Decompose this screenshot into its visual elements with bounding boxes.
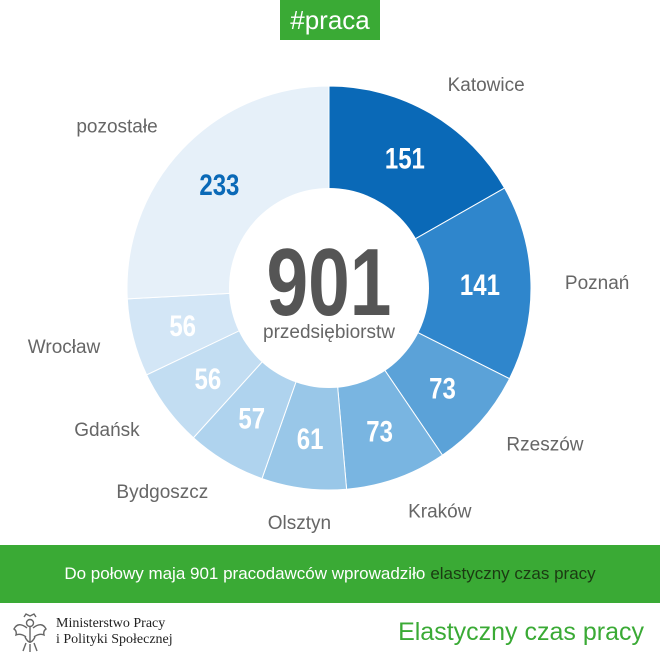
ministry-line-1: Ministerstwo Pracy (56, 616, 166, 631)
category-label-poznan: Poznań (565, 273, 629, 294)
slice-poznan (327, 187, 532, 380)
category-label-olsztyn: Olsztyn (268, 513, 331, 534)
value-label-poznan: 141 (460, 267, 500, 301)
donut-chart: 151 Katowice 141 Poznań 73 Rzeszów 73 Kraków 61 O… (28, 75, 630, 534)
info-banner: Do połowy maja 901 pracodawców wprowadzi… (0, 545, 660, 603)
category-label-krakow: Kraków (408, 501, 472, 522)
category-label-pozostale: pozostałe (76, 117, 157, 138)
eagle-emblem-icon (13, 613, 47, 652)
banner-text: Do połowy maja 901 pracodawców wprowadzi… (64, 564, 426, 583)
value-label-rzeszow: 73 (429, 371, 456, 405)
category-label-katowice: Katowice (448, 75, 525, 96)
value-label-bydgoszcz: 57 (238, 401, 265, 435)
category-label-gdansk: Gdańsk (74, 420, 140, 441)
category-label-bydgoszcz: Bydgoszcz (116, 482, 208, 503)
center-total: 901 (267, 229, 392, 336)
center-label: przedsiębiorstw (263, 322, 395, 343)
topic-title: Elastyczny czas pracy (398, 618, 644, 646)
value-label-wroclaw: 56 (169, 309, 196, 343)
category-label-wroclaw: Wrocław (28, 337, 101, 358)
footer: Ministerstwo Pracy i Polityki Społecznej… (0, 603, 660, 660)
value-label-katowice: 151 (385, 141, 425, 175)
hashtag-badge: #praca (280, 0, 380, 40)
ministry-name: Ministerstwo Pracy i Polityki Społecznej (56, 616, 173, 648)
value-label-olsztyn: 61 (297, 421, 324, 455)
category-label-rzeszow: Rzeszów (506, 435, 583, 456)
value-label-gdansk: 56 (195, 362, 222, 396)
value-label-pozostale: 233 (199, 168, 239, 202)
ministry-line-2: i Polityki Społecznej (56, 632, 173, 647)
banner-highlight: elastyczny czas pracy (430, 564, 596, 583)
donut-hole (229, 188, 429, 388)
value-label-krakow: 73 (366, 414, 393, 448)
